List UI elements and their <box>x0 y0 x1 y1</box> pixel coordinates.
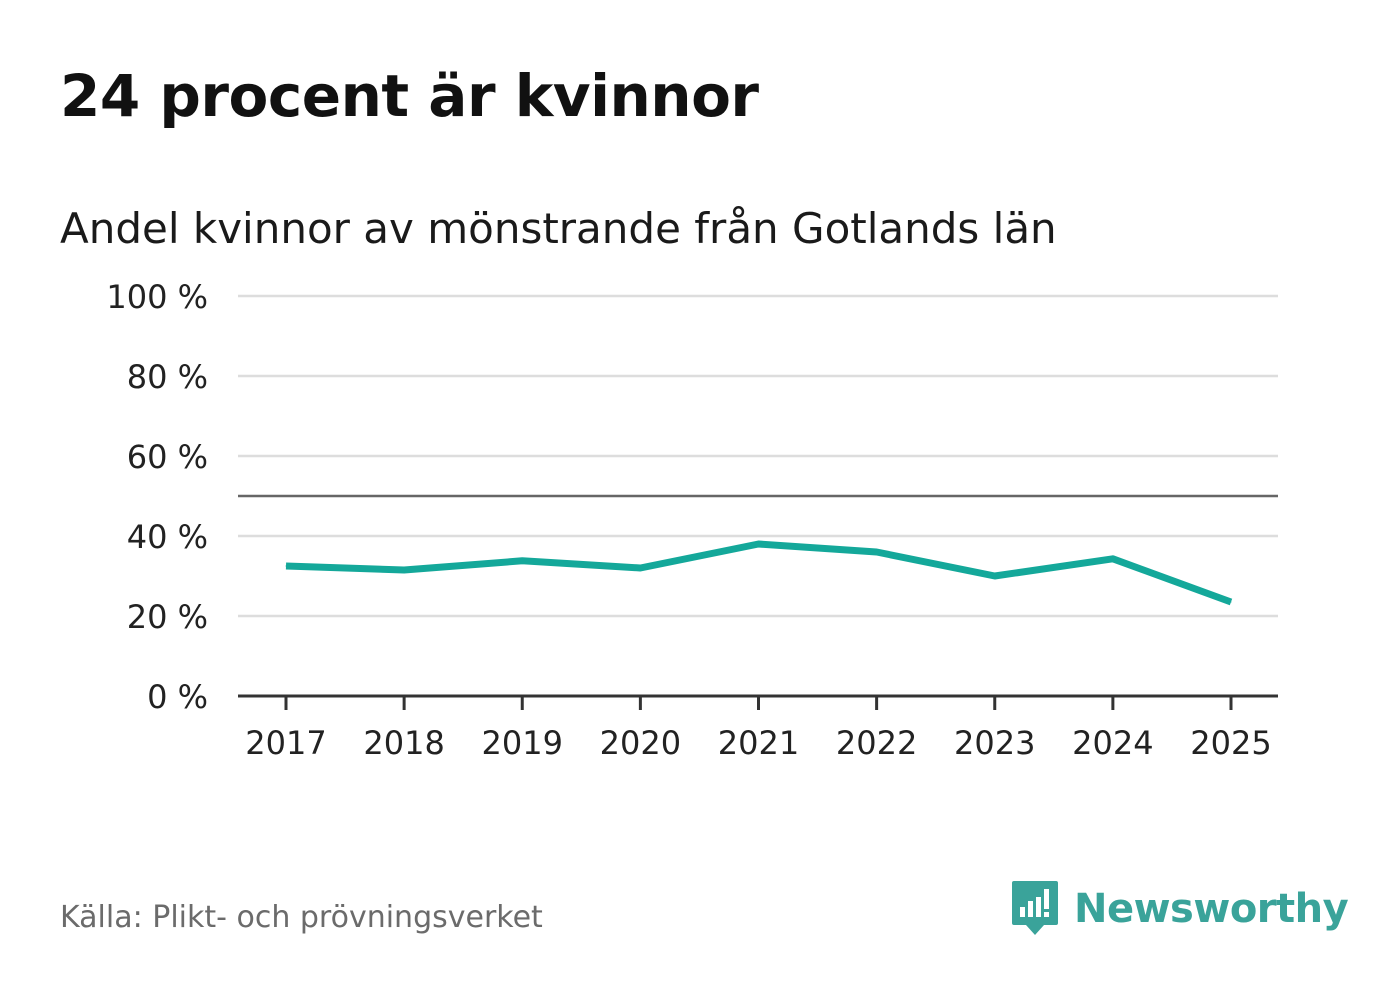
brand-name: Newsworthy <box>1074 886 1349 932</box>
data-point <box>403 569 405 571</box>
data-point <box>285 565 287 567</box>
chart-title: 24 procent är kvinnor <box>60 62 759 130</box>
series-line <box>285 540 1233 606</box>
brand-logo[interactable]: Newsworthy <box>1010 878 1349 940</box>
x-tick-label: 2018 <box>363 724 444 762</box>
chart-bubble-icon <box>1012 881 1058 935</box>
x-tick-label: 2021 <box>718 724 799 762</box>
data-point <box>521 560 523 562</box>
source-label: Källa: Plikt- och prövningsverket <box>60 900 543 935</box>
x-tick-label: 2025 <box>1190 724 1271 762</box>
data-point <box>639 567 641 569</box>
x-tick-label: 2022 <box>836 724 917 762</box>
data-point <box>1230 601 1232 603</box>
y-tick-label: 100 % <box>106 278 208 316</box>
x-tick-label: 2023 <box>954 724 1035 762</box>
y-tick-label: 60 % <box>127 438 208 476</box>
x-tick-label: 2020 <box>600 724 681 762</box>
data-point <box>758 543 759 545</box>
x-tick-label: 2024 <box>1072 724 1153 762</box>
y-tick-label: 80 % <box>127 358 208 396</box>
y-tick-label: 40 % <box>127 518 208 556</box>
x-tick-label: 2017 <box>245 724 326 762</box>
chart-subtitle: Andel kvinnor av mönstrande från Gotland… <box>60 204 1057 253</box>
x-tick-label: 2019 <box>482 724 563 762</box>
y-tick-label: 0 % <box>147 678 208 716</box>
y-tick-label: 20 % <box>127 598 208 636</box>
data-point <box>1112 558 1114 560</box>
data-point <box>876 551 878 553</box>
data-point <box>994 575 996 577</box>
